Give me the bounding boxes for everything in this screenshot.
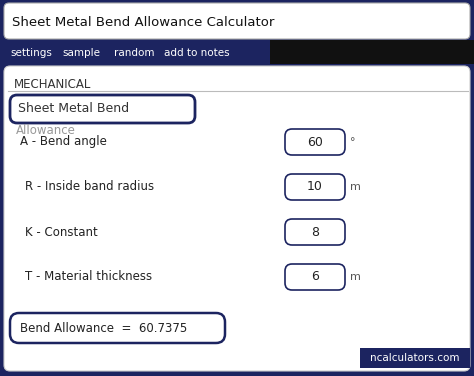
Bar (0, 40, 474, 64)
Text: Bend Allowance  =  60.7375: Bend Allowance = 60.7375 (20, 321, 187, 335)
Text: A - Bend angle: A - Bend angle (20, 135, 107, 149)
Text: sample: sample (62, 48, 100, 58)
FancyBboxPatch shape (285, 264, 345, 290)
Text: m: m (350, 272, 361, 282)
Text: Sheet Metal Bend: Sheet Metal Bend (18, 103, 129, 115)
FancyBboxPatch shape (285, 219, 345, 245)
FancyBboxPatch shape (285, 174, 345, 200)
FancyBboxPatch shape (4, 3, 470, 39)
Text: T - Material thickness: T - Material thickness (25, 270, 152, 284)
FancyBboxPatch shape (10, 313, 225, 343)
Text: random: random (114, 48, 155, 58)
Text: °: ° (350, 137, 356, 147)
Bar (360, 348, 470, 368)
Text: MECHANICAL: MECHANICAL (14, 77, 91, 91)
Text: K - Constant: K - Constant (25, 226, 98, 238)
Text: Sheet Metal Bend Allowance Calculator: Sheet Metal Bend Allowance Calculator (12, 15, 274, 29)
FancyBboxPatch shape (285, 129, 345, 155)
Text: 60: 60 (307, 135, 323, 149)
Text: 8: 8 (311, 226, 319, 238)
Text: 6: 6 (311, 270, 319, 284)
Text: settings: settings (10, 48, 52, 58)
Bar (0, 40, 270, 64)
Text: add to notes: add to notes (164, 48, 229, 58)
FancyBboxPatch shape (4, 66, 470, 371)
FancyBboxPatch shape (10, 95, 195, 123)
Text: R - Inside band radius: R - Inside band radius (25, 180, 154, 194)
Text: Allowance: Allowance (16, 123, 76, 136)
Text: ncalculators.com: ncalculators.com (370, 353, 460, 363)
Text: 10: 10 (307, 180, 323, 194)
Bar (270, 40, 474, 64)
Text: m: m (350, 182, 361, 192)
